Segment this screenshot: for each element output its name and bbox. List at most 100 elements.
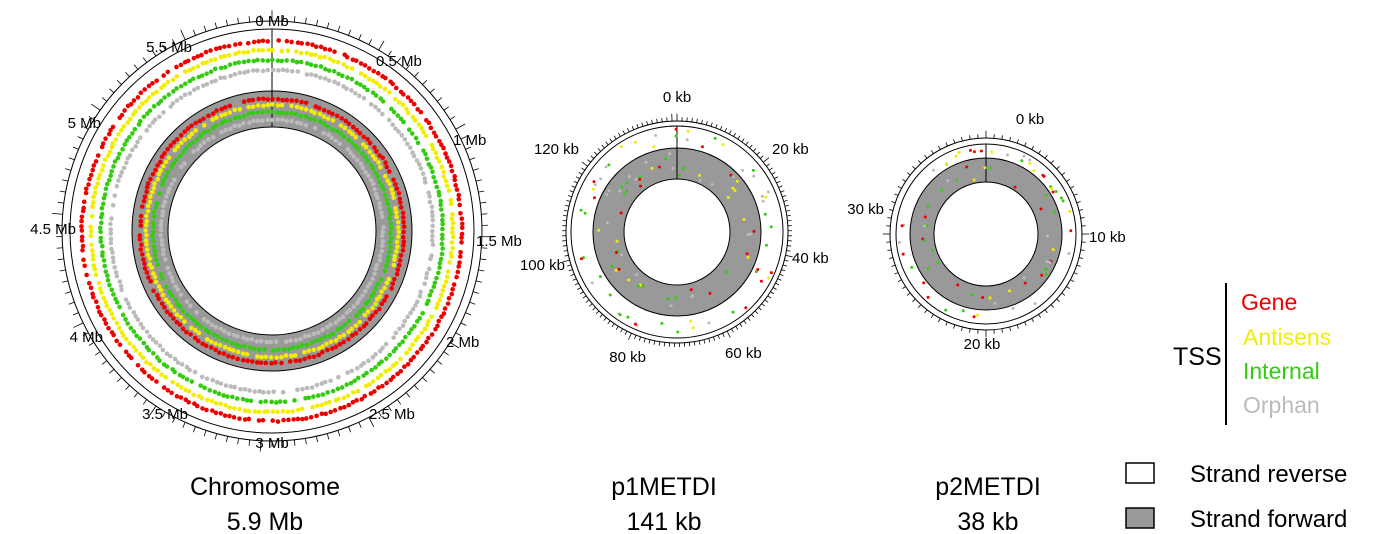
tss-point <box>114 300 120 305</box>
tss-point <box>163 159 169 165</box>
tss-point <box>144 218 150 224</box>
scale-tick <box>782 264 787 267</box>
tss-point <box>392 257 397 262</box>
tss-point <box>391 109 397 115</box>
tss-point <box>752 174 756 178</box>
tss-point <box>137 233 143 238</box>
tss-point <box>241 50 247 55</box>
tss-point <box>213 122 219 128</box>
tss-point <box>109 169 114 174</box>
tss-point <box>384 263 389 269</box>
tss-point <box>236 50 242 55</box>
tss-point <box>443 279 449 285</box>
tss-point <box>383 356 389 361</box>
tss-point <box>123 297 129 302</box>
tss-point <box>335 327 340 332</box>
tss-point <box>284 97 290 103</box>
tss-point <box>142 87 148 92</box>
tss-point <box>171 316 176 321</box>
tss-point <box>350 124 356 130</box>
tss-point <box>260 47 266 53</box>
chromosome-tick-marks <box>51 10 493 452</box>
tss-point <box>165 79 171 85</box>
tick-label-0kb: 0 kb <box>1016 111 1044 128</box>
scale-tick <box>924 309 928 314</box>
tss-point <box>251 39 257 45</box>
tss-point <box>760 194 764 198</box>
tss-point <box>174 137 180 142</box>
tss-point <box>246 58 251 64</box>
tss-point <box>1049 187 1053 191</box>
tss-point <box>314 413 319 419</box>
tss-point <box>227 117 233 123</box>
tss-point <box>169 164 174 170</box>
tss-point <box>265 39 271 44</box>
scale-tick <box>953 139 956 144</box>
tick-label-3mb: 3 Mb <box>255 435 288 452</box>
tss-point <box>251 48 256 53</box>
tss-point <box>109 246 114 252</box>
scale-tick <box>953 324 956 329</box>
tss-point <box>175 382 181 388</box>
tss-point <box>350 390 356 395</box>
tss-point <box>227 405 232 410</box>
scale-tick <box>588 303 593 307</box>
tss-point <box>251 118 256 124</box>
scale-tick <box>305 438 307 445</box>
scale-tick <box>737 135 741 140</box>
tss-point <box>160 247 166 252</box>
tss-point <box>303 100 309 106</box>
tss-point <box>157 343 163 348</box>
tss-point <box>244 337 250 342</box>
tss-point <box>275 117 280 122</box>
tss-point <box>373 191 379 197</box>
tss-point <box>240 351 246 356</box>
tss-point <box>222 344 228 350</box>
tss-point <box>700 145 704 149</box>
scale-tick <box>731 328 734 333</box>
legend-strand-forward: Strand forward <box>1190 506 1347 533</box>
tss-point <box>1039 207 1043 211</box>
tss-point <box>323 66 328 72</box>
tss-point <box>140 101 145 106</box>
tss-point <box>261 96 266 102</box>
tss-point <box>332 79 337 85</box>
tss-point <box>276 68 281 73</box>
scale-tick <box>348 29 352 36</box>
scale-tick <box>414 72 419 77</box>
scale-tick <box>315 436 319 443</box>
tss-point <box>180 308 186 314</box>
tss-point <box>388 377 393 383</box>
tss-point <box>271 389 277 394</box>
tss-point <box>298 336 303 342</box>
tss-point <box>256 418 262 423</box>
tss-point <box>260 417 266 423</box>
tss-point <box>137 135 143 141</box>
p1metdi-forward-strand <box>592 126 762 317</box>
scale-tick <box>88 116 95 120</box>
tss-point <box>139 367 145 373</box>
tss-point <box>380 229 386 235</box>
tss-point <box>353 134 359 140</box>
tss-point <box>379 183 385 189</box>
tss-point <box>404 350 409 356</box>
tss-point <box>345 75 350 80</box>
tss-point <box>310 404 315 410</box>
tss-point <box>441 169 447 175</box>
tss-point <box>599 177 603 181</box>
tss-point <box>206 128 211 134</box>
tss-point <box>401 243 406 248</box>
scale-tick <box>51 212 63 215</box>
tss-point <box>314 403 320 409</box>
tss-point <box>348 150 353 156</box>
tss-point <box>277 399 283 404</box>
tss-point <box>120 147 125 152</box>
tss-point <box>223 105 228 110</box>
tss-point <box>174 301 180 307</box>
tss-point <box>200 60 206 66</box>
scale-tick <box>634 334 637 339</box>
tss-point <box>735 179 739 183</box>
tss-point <box>400 323 406 329</box>
tss-point <box>201 130 207 135</box>
scale-tick <box>643 338 646 343</box>
